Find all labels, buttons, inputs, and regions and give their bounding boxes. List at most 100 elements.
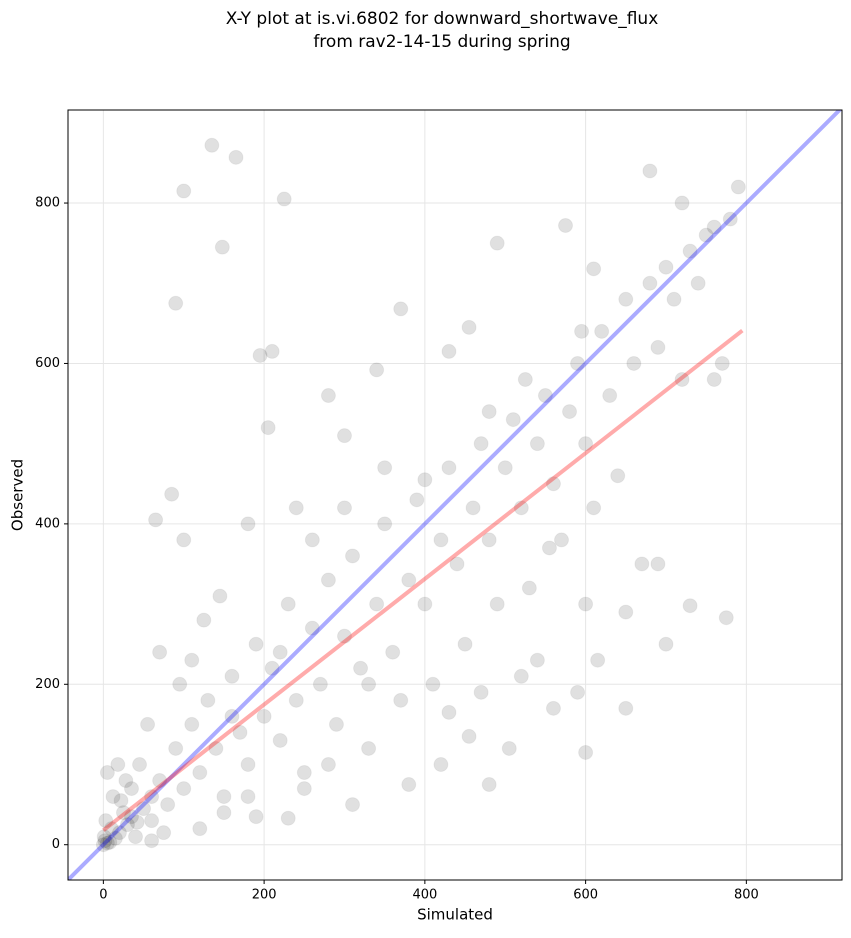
point: [517, 372, 533, 387]
fit-line: [102, 328, 744, 832]
point: [172, 676, 188, 692]
point: [96, 829, 112, 845]
point: [441, 343, 457, 359]
point: [264, 660, 280, 676]
point: [537, 388, 553, 404]
point: [481, 777, 497, 793]
point: [722, 211, 738, 227]
point: [176, 532, 192, 548]
point: [115, 805, 131, 821]
point: [674, 372, 690, 387]
x-tick-label: 400: [412, 888, 437, 903]
point: [417, 472, 433, 488]
point: [224, 708, 240, 724]
point: [433, 757, 449, 772]
point: [103, 821, 119, 837]
y-tick-label: 0: [52, 837, 60, 852]
point: [328, 716, 344, 732]
point: [541, 540, 557, 556]
point: [618, 700, 634, 716]
point: [417, 596, 433, 612]
point: [401, 572, 417, 588]
point: [682, 243, 698, 259]
point: [513, 500, 529, 516]
point: [240, 789, 256, 805]
point: [144, 813, 160, 829]
point: [192, 765, 208, 781]
point: [658, 259, 674, 275]
point: [168, 740, 184, 756]
point: [128, 829, 144, 845]
point: [529, 652, 545, 668]
point: [336, 500, 352, 516]
point: [602, 388, 618, 404]
point: [228, 149, 244, 165]
point: [168, 295, 184, 311]
point: [260, 420, 276, 436]
plot-area: [68, 110, 842, 880]
point: [345, 548, 361, 564]
point: [304, 532, 320, 548]
fit-line: [68, 110, 842, 880]
point: [558, 218, 574, 233]
point: [369, 362, 385, 378]
y-tick-label: 400: [35, 516, 60, 531]
x-tick-label: 200: [252, 888, 277, 903]
point: [192, 821, 208, 837]
point: [481, 404, 497, 420]
point: [288, 692, 304, 708]
point: [674, 195, 690, 211]
point: [216, 805, 232, 821]
point: [288, 500, 304, 516]
point: [545, 700, 561, 716]
point: [730, 179, 746, 195]
point: [441, 460, 457, 476]
point: [272, 644, 288, 660]
point: [489, 235, 505, 251]
point: [545, 476, 561, 492]
point: [690, 275, 706, 291]
point: [256, 708, 272, 724]
point: [296, 765, 312, 781]
point: [111, 825, 127, 841]
point: [140, 716, 156, 732]
point: [461, 728, 477, 744]
point: [505, 412, 521, 428]
point: [99, 765, 115, 781]
x-axis-label: Simulated: [417, 906, 493, 924]
point: [369, 596, 385, 612]
y-tick-label: 800: [35, 196, 60, 211]
point: [144, 789, 160, 805]
point: [409, 492, 425, 508]
point: [473, 684, 489, 700]
point: [304, 620, 320, 636]
grid: [68, 110, 842, 880]
point: [123, 781, 139, 797]
point: [497, 460, 513, 476]
point: [501, 740, 517, 756]
point: [658, 636, 674, 652]
point: [666, 291, 682, 307]
point: [164, 486, 180, 502]
point: [553, 532, 569, 548]
point: [570, 684, 586, 700]
point: [578, 436, 594, 452]
point: [264, 343, 280, 359]
point: [574, 323, 590, 339]
point: [129, 814, 145, 830]
point: [216, 789, 232, 805]
point: [204, 137, 220, 153]
point: [132, 757, 148, 772]
point: [578, 596, 594, 612]
point: [110, 757, 126, 772]
point: [449, 556, 465, 572]
point: [489, 596, 505, 612]
point: [425, 676, 441, 692]
point: [148, 512, 164, 528]
point: [718, 610, 734, 626]
y-tick-label: 200: [35, 677, 60, 692]
point: [481, 532, 497, 548]
point: [393, 301, 409, 317]
point: [610, 468, 626, 484]
point: [698, 227, 714, 243]
